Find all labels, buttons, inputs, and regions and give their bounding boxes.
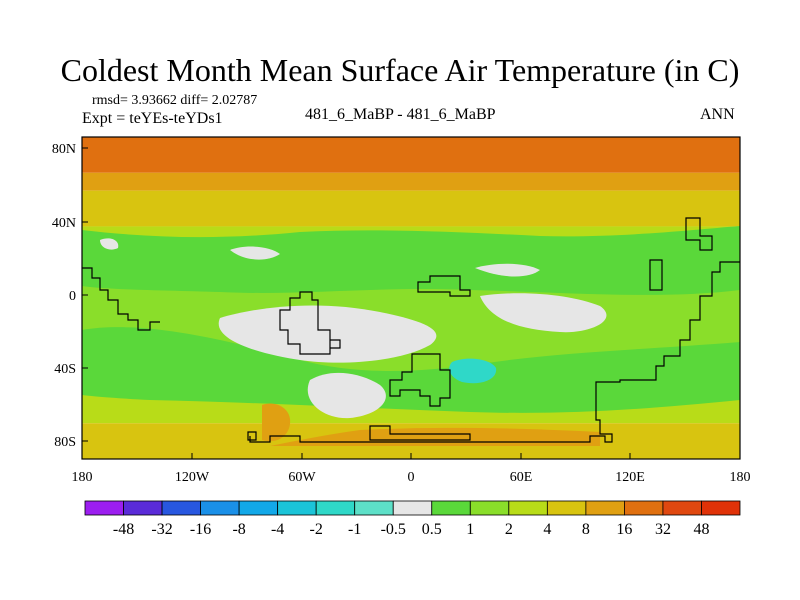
colorbar-label: 1 xyxy=(466,521,474,538)
colorbar-swatch xyxy=(469,500,510,516)
x-tick-label: 120E xyxy=(615,470,645,485)
colorbar-label: 48 xyxy=(693,521,709,538)
near-zero-region-2 xyxy=(307,372,386,419)
y-tick-label: 0 xyxy=(69,289,76,304)
near-zero-region-5 xyxy=(230,246,280,260)
y-tick-labels: 80N 40N 0 40S 80S xyxy=(52,142,76,450)
x-tick-label: 120W xyxy=(175,470,210,485)
colorbar-label: 8 xyxy=(582,521,590,538)
x-tick-label: 180 xyxy=(730,470,751,485)
warm-anomaly-region xyxy=(262,403,291,442)
colorbar-label: 32 xyxy=(655,521,671,538)
colorbar-swatch xyxy=(238,500,279,516)
colorbar-swatch xyxy=(546,500,587,516)
colorbar-label: -0.5 xyxy=(381,521,406,538)
colorbar-label: -1 xyxy=(348,521,361,538)
land-outlines xyxy=(82,217,740,443)
near-zero-region-6 xyxy=(100,238,119,250)
colorbar-swatch xyxy=(277,500,317,516)
colorbar-swatch xyxy=(315,500,356,516)
near-zero-region-3 xyxy=(480,293,607,333)
colorbar-label: -16 xyxy=(190,521,211,538)
tick-marks xyxy=(81,147,741,459)
colorbar-swatch xyxy=(431,500,471,516)
x-tick-label: 180 xyxy=(72,470,93,485)
colorbar-swatch xyxy=(161,500,201,516)
green-region-south xyxy=(82,327,740,413)
negative-anomaly-region xyxy=(449,358,497,384)
colorbar-swatch xyxy=(624,500,664,516)
green-region-nh xyxy=(82,226,740,295)
y-tick-label: 40S xyxy=(54,362,76,377)
colorbar-label: -4 xyxy=(271,521,284,538)
latitude-band xyxy=(82,190,740,227)
near-zero-region-4 xyxy=(475,263,540,277)
y-tick-label: 80N xyxy=(52,142,76,157)
colorbar-swatch xyxy=(701,500,741,516)
x-tick-label: 0 xyxy=(408,470,415,485)
season-label: ANN xyxy=(700,106,735,123)
stats-text: rmsd= 3.93662 diff= 2.02787 xyxy=(92,93,258,108)
y-tick-label: 40N xyxy=(52,216,76,231)
colorbar-swatch xyxy=(123,500,163,516)
colorbar-label: 2 xyxy=(505,521,513,538)
colorbar-swatch xyxy=(354,500,394,516)
experiment-label: Expt = teYEs-teYDs1 xyxy=(82,110,223,127)
chart-title: Coldest Month Mean Surface Air Temperatu… xyxy=(60,52,740,88)
colorbar-swatch xyxy=(84,500,124,516)
colorbar-label: 0.5 xyxy=(422,521,442,538)
colorbar-label: 4 xyxy=(543,521,551,538)
latitude-band xyxy=(82,137,740,173)
colorbar-label: 16 xyxy=(616,521,632,538)
colorbar-swatch xyxy=(662,500,702,516)
colorbar-swatch xyxy=(508,500,548,516)
x-tick-labels: 180 120W 60W 0 60E 120E 180 xyxy=(72,470,751,485)
colorbar-label: -32 xyxy=(151,521,172,538)
x-tick-label: 60W xyxy=(288,470,316,485)
colorbar-label: -2 xyxy=(310,521,323,538)
colorbar-label: -8 xyxy=(232,521,245,538)
colorbar-labels: -48 -32 -16 -8 -4 -2 -1 -0.5 0.5 1 2 4 8 16 32 48 xyxy=(113,521,710,538)
latitude-band xyxy=(82,172,740,191)
colorbar-swatch xyxy=(585,500,625,516)
near-zero-region-1 xyxy=(218,305,437,363)
case-label: 481_6_MaBP - 481_6_MaBP xyxy=(305,106,496,123)
colorbar-swatch xyxy=(200,500,240,516)
colorbar-swatch xyxy=(392,500,433,516)
y-tick-label: 80S xyxy=(54,435,76,450)
colorbar xyxy=(84,500,741,516)
x-tick-label: 60E xyxy=(510,470,533,485)
colorbar-label: -48 xyxy=(113,521,134,538)
latitude-bands xyxy=(82,137,740,459)
